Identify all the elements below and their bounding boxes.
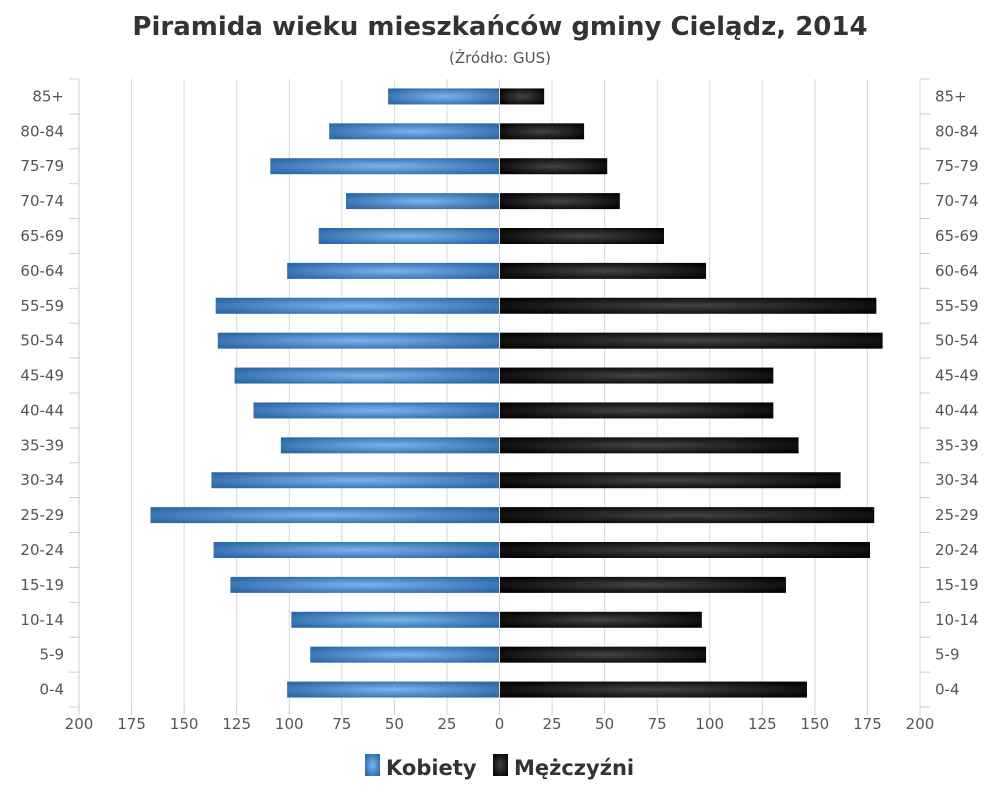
y-category-label-right: 5-9 — [935, 646, 960, 664]
bar-mezczyzni-35-39 — [500, 437, 799, 454]
x-tick-label: 100 — [695, 715, 724, 733]
y-category-label-right: 35-39 — [935, 436, 979, 454]
bar-kobiety-40-44 — [253, 402, 499, 419]
y-category-label-right: 55-59 — [935, 297, 979, 315]
bar-mezczyzni-20-24 — [500, 542, 871, 558]
x-tick-label: 0 — [495, 715, 505, 733]
x-tick-label: 125 — [222, 715, 251, 733]
y-category-label-right: 10-14 — [935, 611, 979, 629]
bar-kobiety-20-24 — [213, 542, 499, 558]
bar-mezczyzni-70-74 — [500, 193, 620, 210]
bar-kobiety-45-49 — [234, 367, 499, 384]
y-category-label-right: 75-79 — [935, 157, 979, 175]
y-category-label-right: 40-44 — [935, 401, 979, 419]
legend: Kobiety Mężczyźni — [365, 754, 634, 780]
legend-item-kobiety[interactable]: Kobiety — [365, 754, 477, 780]
x-tick-label: 200 — [65, 715, 94, 733]
y-category-label-right: 85+ — [935, 87, 967, 105]
y-category-label-left: 40-44 — [20, 401, 64, 419]
y-category-label-left: 10-14 — [20, 611, 64, 629]
y-category-label-right: 60-64 — [935, 262, 979, 280]
x-tick-label: 150 — [801, 715, 830, 733]
x-tick-label: 25 — [543, 715, 562, 733]
legend-label-kobiety: Kobiety — [386, 756, 477, 780]
legend-swatch-mezczyzni — [493, 754, 508, 776]
bar-kobiety-30-34 — [211, 472, 499, 489]
bar-kobiety-5-9 — [310, 646, 499, 663]
y-category-label-left: 75-79 — [20, 157, 64, 175]
y-category-label-right: 50-54 — [935, 332, 979, 350]
y-category-label-left: 20-24 — [20, 541, 64, 559]
y-category-label-left: 65-69 — [20, 227, 64, 245]
y-category-label-left: 70-74 — [20, 192, 64, 210]
x-tick-label: 175 — [117, 715, 146, 733]
x-tick-label: 75 — [648, 715, 667, 733]
bar-mezczyzni-75-79 — [500, 158, 608, 175]
bar-kobiety-75-79 — [270, 158, 499, 175]
y-category-label-left: 35-39 — [20, 436, 64, 454]
bar-mezczyzni-80-84 — [500, 123, 585, 140]
bar-mezczyzni-25-29 — [500, 507, 875, 524]
bar-kobiety-55-59 — [215, 297, 499, 314]
bar-kobiety-25-29 — [150, 507, 500, 524]
bar-kobiety-60-64 — [287, 262, 499, 279]
bar-kobiety-80-84 — [329, 123, 499, 140]
bar-mezczyzni-45-49 — [500, 367, 774, 384]
y-category-label-right: 25-29 — [935, 506, 979, 524]
bar-kobiety-35-39 — [280, 437, 499, 454]
bar-mezczyzni-30-34 — [500, 472, 841, 489]
bar-mezczyzni-85+ — [500, 88, 545, 105]
y-category-label-right: 20-24 — [935, 541, 979, 559]
bar-kobiety-15-19 — [230, 576, 499, 593]
bar-mezczyzni-10-14 — [500, 611, 702, 628]
x-tick-label: 75 — [332, 715, 351, 733]
y-category-label-left: 60-64 — [20, 262, 64, 280]
x-tick-label: 200 — [906, 715, 935, 733]
bar-mezczyzni-0-4 — [500, 681, 807, 698]
y-category-label-right: 30-34 — [935, 471, 979, 489]
y-category-label-left: 25-29 — [20, 506, 64, 524]
y-category-label-left: 80-84 — [20, 122, 64, 140]
y-category-label-left: 50-54 — [20, 332, 64, 350]
bar-mezczyzni-60-64 — [500, 262, 707, 279]
bar-kobiety-10-14 — [291, 611, 499, 628]
bar-kobiety-0-4 — [287, 681, 499, 698]
x-tick-label: 125 — [748, 715, 777, 733]
y-category-label-left: 0-4 — [40, 681, 65, 699]
y-category-label-left: 45-49 — [20, 367, 64, 385]
y-category-label-right: 15-19 — [935, 576, 979, 594]
y-category-label-right: 0-4 — [935, 681, 960, 699]
y-category-label-left: 55-59 — [20, 297, 64, 315]
x-tick-label: 25 — [437, 715, 456, 733]
bar-kobiety-50-54 — [217, 332, 499, 349]
y-category-label-left: 5-9 — [40, 646, 65, 664]
bar-mezczyzni-5-9 — [500, 646, 707, 663]
y-category-label-right: 70-74 — [935, 192, 979, 210]
y-category-label-left: 85+ — [32, 87, 64, 105]
chart-title: Piramida wieku mieszkańców gminy Cielądz… — [132, 12, 867, 42]
bar-mezczyzni-55-59 — [500, 297, 877, 314]
y-category-label-right: 80-84 — [935, 122, 979, 140]
bar-kobiety-85+ — [388, 88, 499, 105]
y-category-label-left: 15-19 — [20, 576, 64, 594]
x-tick-label: 50 — [595, 715, 614, 733]
bar-mezczyzni-65-69 — [500, 228, 664, 244]
bar-mezczyzni-40-44 — [500, 402, 774, 419]
bar-kobiety-70-74 — [346, 193, 499, 210]
x-tick-label: 50 — [385, 715, 404, 733]
x-tick-label: 150 — [170, 715, 199, 733]
legend-label-mezczyzni: Mężczyźni — [514, 756, 634, 780]
y-category-label-right: 45-49 — [935, 367, 979, 385]
bar-mezczyzni-50-54 — [500, 332, 883, 349]
x-tick-label: 100 — [275, 715, 304, 733]
x-tick-label: 175 — [853, 715, 882, 733]
bar-mezczyzni-15-19 — [500, 576, 786, 593]
bar-kobiety-65-69 — [318, 228, 499, 244]
legend-item-mezczyzni[interactable]: Mężczyźni — [493, 754, 634, 780]
chart-subtitle: (Źródło: GUS) — [449, 48, 551, 67]
y-category-label-right: 65-69 — [935, 227, 979, 245]
y-category-label-left: 30-34 — [20, 471, 64, 489]
legend-swatch-kobiety — [365, 754, 380, 776]
